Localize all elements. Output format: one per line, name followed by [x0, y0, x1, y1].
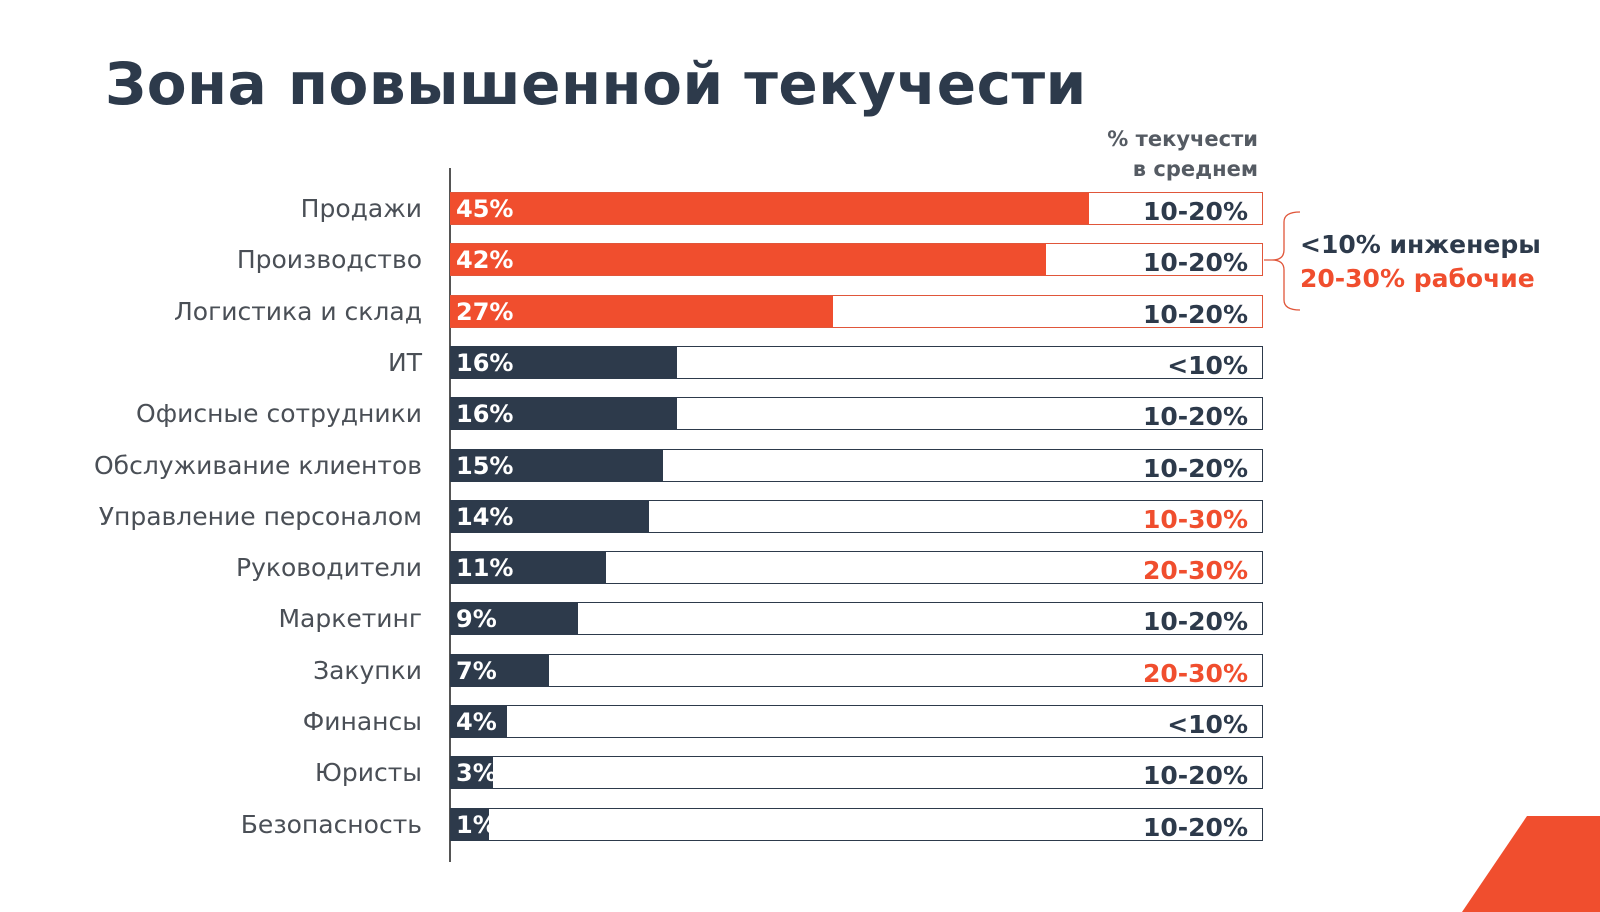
average-label: 20-30%	[1142, 556, 1248, 586]
bar-value-label: 1%	[456, 810, 497, 839]
bar-row: 15% 10-20%	[450, 448, 1263, 483]
bar-value-label: 3%	[456, 759, 497, 788]
bar-row: 42% 10-20%	[450, 243, 1263, 278]
bar-row: 16% <10%	[450, 345, 1263, 380]
average-label: 20-30%	[1142, 658, 1248, 688]
y-axis-line	[449, 168, 451, 862]
category-label: ИТ	[388, 347, 422, 377]
page-title: Зона повышенной текучести	[105, 50, 1087, 118]
bar-value-label: 16%	[456, 400, 514, 429]
category-label: Финансы	[302, 707, 422, 736]
category-label: Производство	[236, 245, 422, 275]
bar: 45%	[450, 193, 1089, 224]
bar-value-label: 15%	[456, 451, 514, 480]
bar-row: 14% 10-30%	[450, 499, 1263, 534]
bar-row: 45% 10-20%	[450, 192, 1263, 226]
bar: 15%	[450, 449, 663, 481]
average-label: 10-20%	[1142, 248, 1248, 278]
average-label: 10-20%	[1142, 402, 1248, 432]
average-header-line1: % текучести	[1107, 127, 1258, 151]
bar-row: 3% 10-20%	[450, 756, 1263, 791]
average-label: 10-30%	[1142, 504, 1248, 534]
bar-value-label: 11%	[456, 554, 514, 583]
average-label: 10-20%	[1142, 812, 1248, 842]
category-label: Юристы	[314, 758, 422, 788]
bar-value-label: 16%	[456, 348, 514, 377]
bar-value-label: 14%	[456, 502, 514, 531]
category-label: Руководители	[236, 553, 422, 583]
bar-value-label: 4%	[456, 708, 497, 736]
category-label: Логистика и склад	[173, 296, 422, 326]
bar-row: 7% 20-30%	[450, 653, 1263, 688]
production-note: <10% инженеры 20-30% рабочие	[1300, 228, 1541, 296]
bar: 1%	[450, 808, 497, 840]
bar: 3%	[450, 757, 497, 789]
category-label: Закупки	[313, 655, 422, 685]
category-label: Безопасность	[240, 809, 422, 839]
bar-value-label: 27%	[456, 297, 514, 326]
average-label: 10-20%	[1142, 197, 1248, 226]
average-label: 10-20%	[1142, 607, 1248, 637]
category-label: Офисные сотрудники	[136, 399, 422, 429]
category-label: Управление персоналом	[98, 501, 422, 531]
bar-row: 11% 20-30%	[450, 551, 1263, 586]
bar: 11%	[450, 552, 607, 584]
bar-value-label: 45%	[456, 195, 514, 223]
average-label: <10%	[1167, 710, 1248, 739]
note-workers: 20-30% рабочие	[1300, 264, 1535, 293]
bar-row: 16% 10-20%	[450, 397, 1263, 432]
category-label: Маркетинг	[278, 604, 422, 634]
average-column-header: % текучести в среднем	[1040, 124, 1258, 184]
bar: 7%	[450, 654, 550, 686]
bar: 42%	[450, 244, 1047, 276]
category-label: Обслуживание клиентов	[93, 450, 422, 480]
bar-row: 1% 10-20%	[450, 807, 1263, 842]
category-label: Продажи	[300, 194, 422, 223]
bar: 16%	[450, 398, 678, 430]
average-label: <10%	[1167, 350, 1248, 380]
bar-row: 27% 10-20%	[450, 294, 1263, 329]
bar: 9%	[450, 603, 578, 635]
note-engineers: <10% инженеры	[1300, 230, 1541, 259]
bar-value-label: 7%	[456, 656, 497, 685]
bar: 14%	[450, 500, 649, 532]
bar-value-label: 9%	[456, 605, 497, 634]
bar: 27%	[450, 295, 834, 327]
average-label: 10-20%	[1142, 453, 1248, 483]
bar: 4%	[450, 706, 507, 737]
average-header-line2: в среднем	[1132, 157, 1258, 181]
bar-row: 9% 10-20%	[450, 602, 1263, 637]
bar-value-label: 42%	[456, 246, 514, 275]
bar-row: 4% <10%	[450, 705, 1263, 739]
average-label: 10-20%	[1142, 761, 1248, 791]
bar: 16%	[450, 346, 678, 378]
average-label: 10-20%	[1142, 299, 1248, 329]
